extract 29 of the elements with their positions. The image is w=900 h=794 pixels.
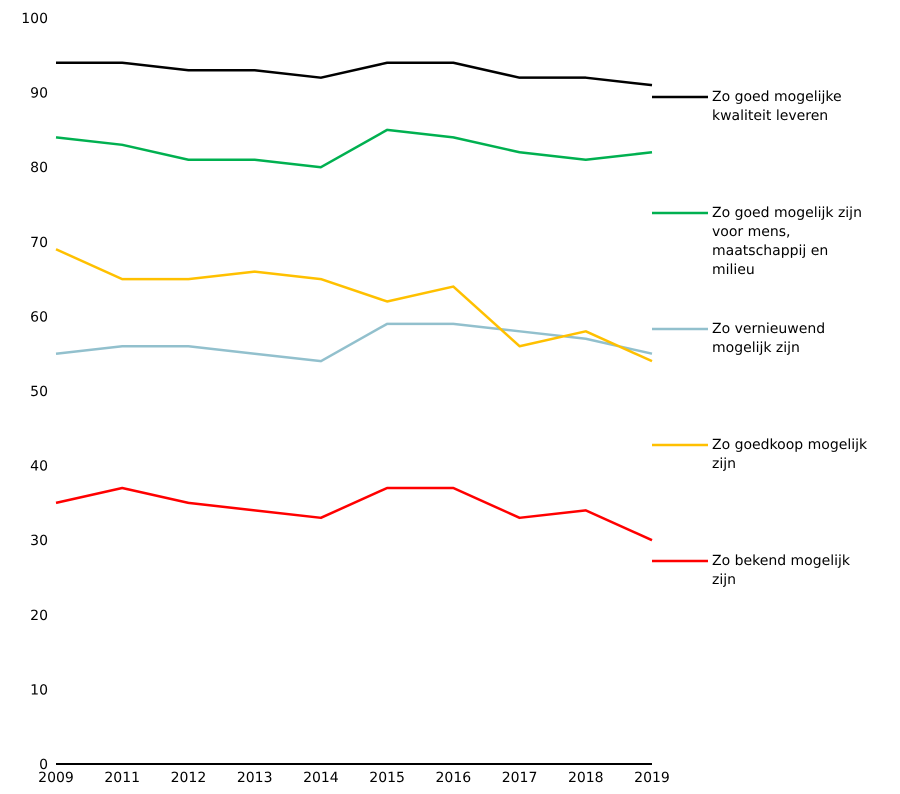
- legend-label: Zo goedkoop mogelijk zijn: [712, 436, 868, 474]
- legend-label: Zo bekend mogelijk zijn: [712, 552, 852, 590]
- y-tick-label: 100: [21, 10, 48, 27]
- y-tick-label: 50: [30, 384, 48, 400]
- line-series: [54, 248, 654, 362]
- line-series: [54, 322, 654, 362]
- x-tick-label: 2018: [568, 770, 604, 786]
- y-tick-label: 70: [30, 234, 48, 251]
- y-tick-label: 60: [30, 309, 48, 326]
- line-series: [54, 128, 654, 168]
- y-tick-label: 80: [30, 160, 48, 176]
- x-tick-label: 2015: [369, 770, 405, 786]
- x-tick-label: 2019: [634, 770, 670, 786]
- y-tick-label: 90: [30, 86, 48, 102]
- y-tick-label: 20: [30, 608, 48, 624]
- x-tick-label: 2011: [104, 770, 140, 786]
- y-tick-label: 40: [30, 458, 48, 475]
- x-tick-label: 2017: [502, 770, 538, 786]
- y-tick-label: 10: [30, 682, 48, 698]
- line-series: [54, 62, 654, 86]
- legend-label: Zo vernieuwend mogelijk zijn: [712, 320, 826, 358]
- line-series: [54, 486, 654, 542]
- y-tick-label: 30: [30, 533, 48, 550]
- legend-label: Zo goed mogelijke kwaliteit leveren: [712, 88, 843, 126]
- x-tick-label: 2013: [236, 770, 272, 786]
- legend-label: Zo goed mogelijk zijn voor mens, maatschappij en milieu: [712, 204, 863, 280]
- x-tick-label: 2014: [303, 770, 339, 786]
- x-tick-label: 2012: [170, 770, 206, 786]
- x-tick-label: 2016: [436, 770, 472, 786]
